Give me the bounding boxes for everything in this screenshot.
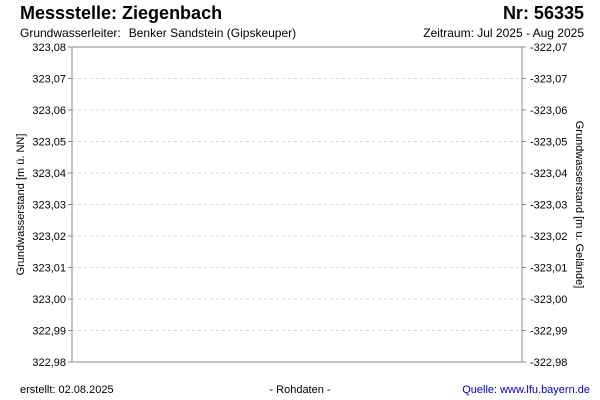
left-tick-label: 323,05 — [32, 137, 66, 149]
station-title: Messstelle: Ziegenbach — [20, 3, 223, 23]
left-tick-label: 322,99 — [32, 326, 66, 338]
data-type-label: - Rohdaten - — [269, 384, 331, 396]
right-tick-label: -323,02 — [530, 231, 567, 243]
right-axis-title: Grundwasserstand [m u. Gelände] — [573, 121, 585, 289]
station-number: Nr: 56335 — [502, 3, 584, 23]
left-tick-label: 323,08 — [32, 42, 66, 54]
left-tick-label: 323,00 — [32, 294, 66, 306]
right-axis: -322,07 -323,07 -323,06 -323,05 -323,04 -323,… — [522, 42, 567, 369]
grid-layer — [72, 46, 522, 363]
left-tick-label: 323,03 — [32, 200, 66, 212]
right-tick-label: -322,99 — [530, 326, 567, 338]
left-tick-label: 323,01 — [32, 263, 66, 275]
right-tick-label: -323,00 — [530, 294, 567, 306]
right-tick-label: -323,03 — [530, 200, 567, 212]
left-tick-label: 323,06 — [32, 105, 66, 117]
right-tick-label: -322,98 — [530, 357, 567, 369]
right-tick-label: -323,04 — [530, 168, 567, 180]
left-tick-label: 322,98 — [32, 357, 66, 369]
right-tick-label: -323,05 — [530, 137, 567, 149]
right-tick-label: -323,07 — [530, 74, 567, 86]
created-date: erstellt: 02.08.2025 — [20, 384, 114, 396]
aquifer-info: Grundwasserleiter: Benker Sandstein (Gips… — [20, 26, 296, 40]
left-axis-title: Grundwasserstand [m ü. NN] — [15, 134, 27, 276]
right-tick-label: -322,07 — [530, 42, 567, 54]
right-tick-label: -323,01 — [530, 263, 567, 275]
aquifer-label: Grundwasserleiter: — [20, 26, 121, 40]
period-label: Zeitraum: Jul 2025 - Aug 2025 — [423, 26, 584, 40]
aquifer-value: Benker Sandstein (Gipskeuper) — [128, 26, 297, 40]
left-tick-label: 323,02 — [32, 231, 66, 243]
right-tick-label: -323,06 — [530, 105, 567, 117]
left-tick-label: 323,04 — [32, 168, 66, 180]
left-tick-label: 323,07 — [32, 74, 66, 86]
source-link[interactable]: Quelle: www.lfu.bayern.de — [462, 384, 590, 396]
left-axis: 323,08 323,07 323,06 323,05 323,04 323,03 323,… — [32, 42, 72, 369]
